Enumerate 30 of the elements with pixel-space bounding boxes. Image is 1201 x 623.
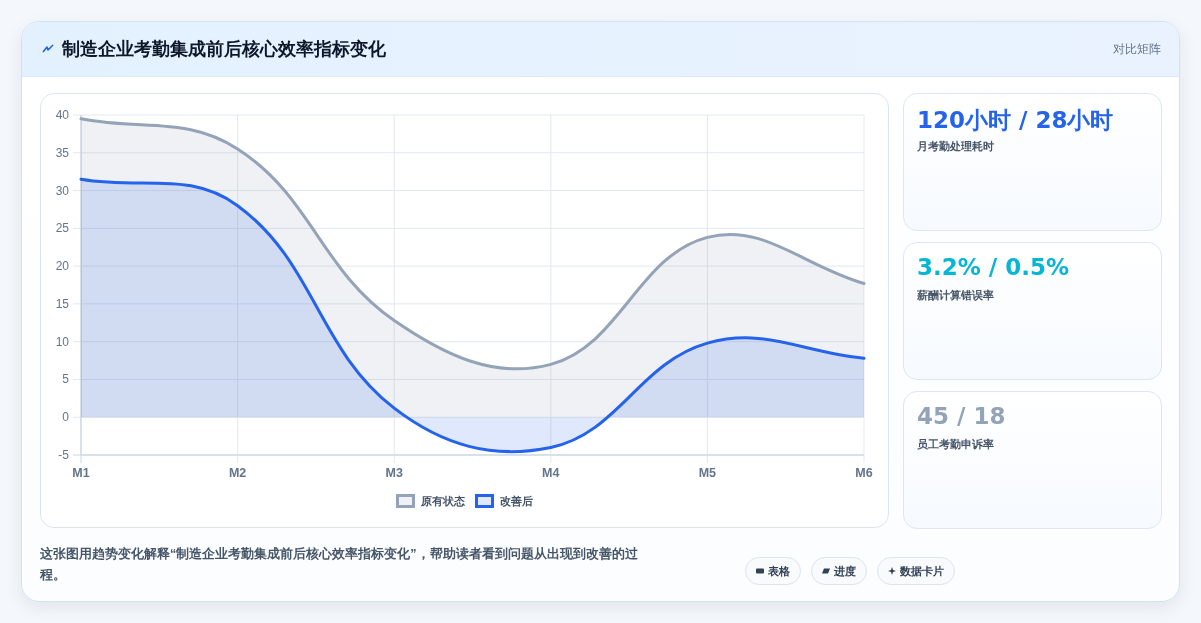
text: 进度 [834,563,856,579]
y-tick-label: 5 [62,372,70,387]
y-tick-label: 15 [55,296,70,311]
text: 120小时 / 28小时 [917,106,1114,135]
text: 45 / 18 [917,403,1006,429]
y-tick-label: 25 [55,221,70,236]
y-tick-label: 0 [62,410,70,425]
text: 员工考勤申诉率 [917,437,994,452]
y-tick-label: 30 [55,183,70,198]
x-tick-label: M1 [72,466,90,480]
x-tick-label: M2 [228,466,247,480]
legend-label: 改善后 [500,495,533,507]
x-tick-label: M3 [385,466,403,480]
x-tick-label: M4 [542,466,560,480]
text: 月考勤处理耗时 [917,139,994,154]
text: 对比矩阵 [1113,41,1161,58]
y-tick-label: 40 [55,108,70,122]
chart-title: 制造企业考勤集成前后核心效率指标变化 [62,38,386,61]
x-tick-label: M6 [855,466,873,480]
text: 3.2% / 0.5% [917,254,1069,280]
text: 表格 [768,563,790,579]
text: 薪酬计算错误率 [917,288,994,303]
legend-label: 原有状态 [420,495,466,507]
y-tick-label: 35 [55,145,70,160]
text: 这张图用趋势变化解释“制造企业考勤集成前后核心效率指标变化”，帮助读者看到问题从出现到改善的过程。 [40,545,639,584]
y-tick-label: 20 [55,259,70,274]
y-tick-label: 10 [55,334,70,349]
x-tick-label: M5 [698,466,717,480]
text: 数据卡片 [900,563,944,579]
y-tick-label: -5 [58,448,70,462]
